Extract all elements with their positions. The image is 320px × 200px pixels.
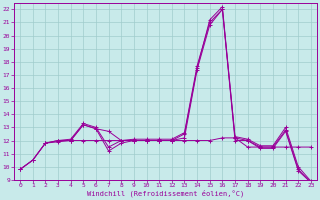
X-axis label: Windchill (Refroidissement éolien,°C): Windchill (Refroidissement éolien,°C) — [87, 190, 244, 197]
